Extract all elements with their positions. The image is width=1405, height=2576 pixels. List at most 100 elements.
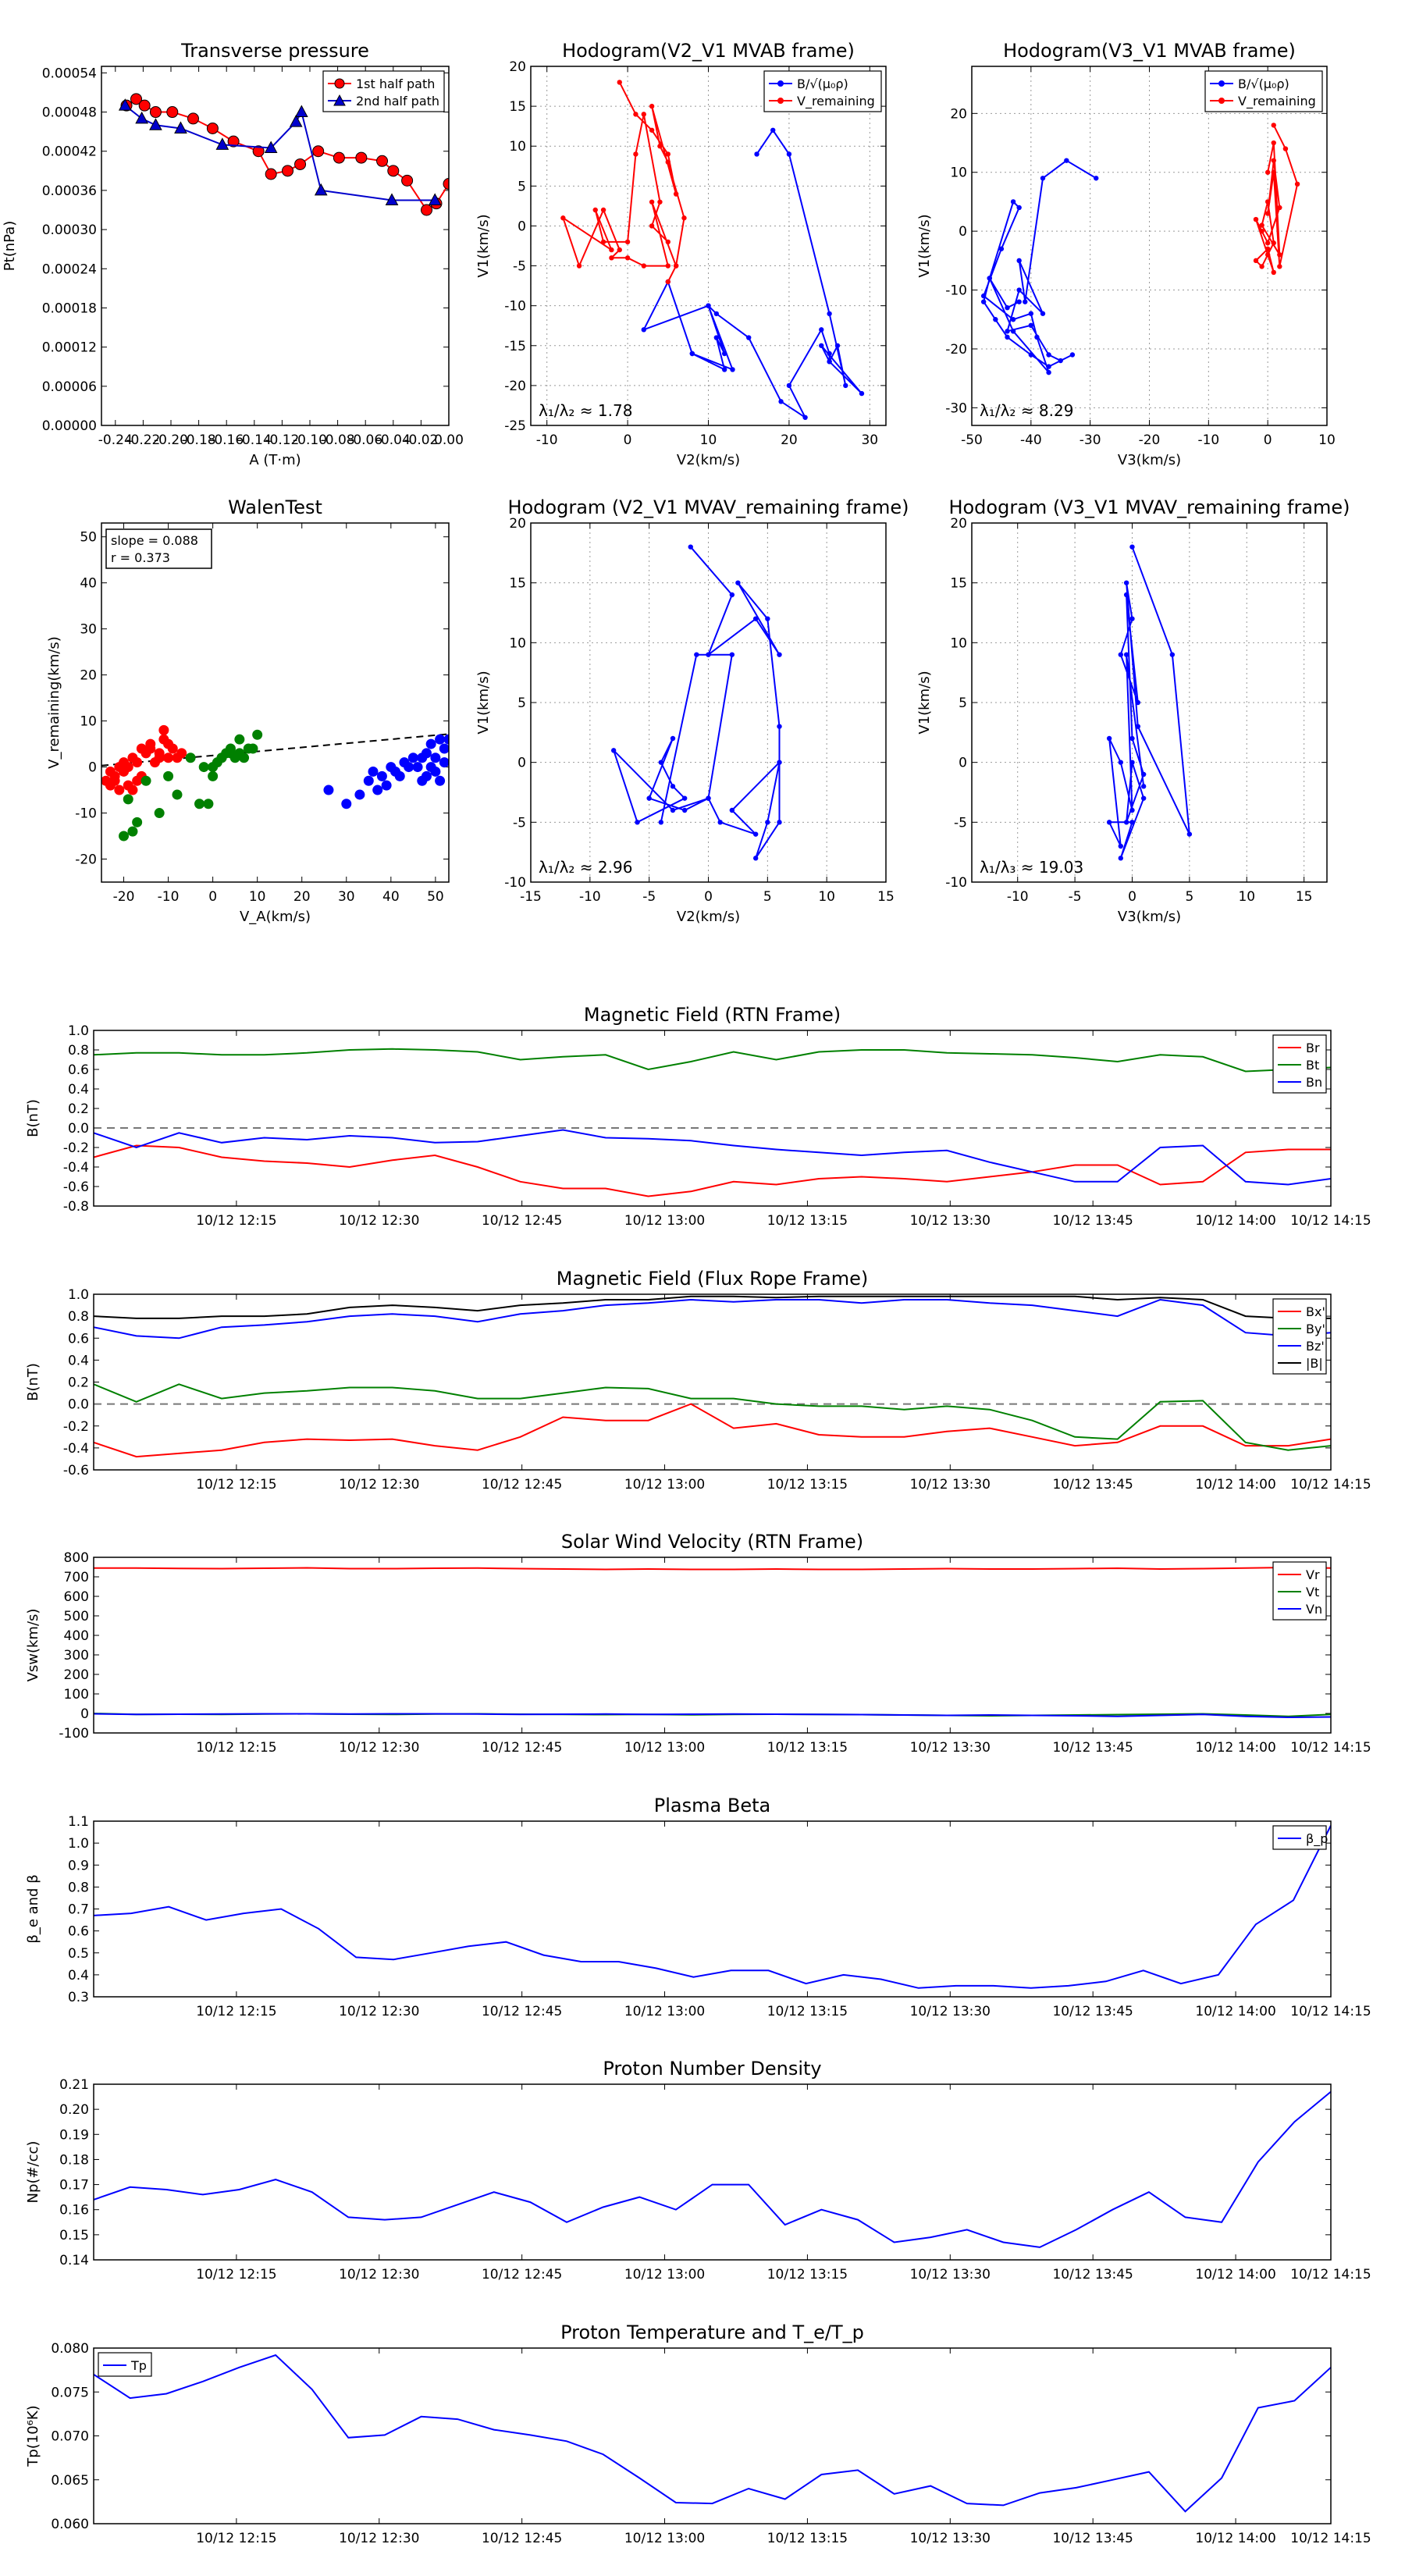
- data-point: [1040, 311, 1046, 316]
- y-tick-label: 0.18: [59, 2152, 89, 2168]
- data-point: [118, 98, 132, 111]
- data-point: [646, 795, 652, 801]
- data-point: [1005, 329, 1010, 334]
- data-point: [163, 770, 174, 781]
- data-point: [1129, 807, 1135, 813]
- data-point: [1028, 311, 1034, 316]
- x-tick-label: 0.00: [434, 432, 464, 448]
- y-tick-label: 0.2: [68, 1375, 89, 1391]
- data-point: [993, 317, 998, 322]
- chart-title: Proton Temperature and T_e/T_p: [560, 2322, 864, 2343]
- data-point: [239, 753, 250, 763]
- y-tick-label: 1.0: [68, 1836, 89, 1852]
- data-point: [176, 748, 187, 759]
- legend-label: 1st half path: [356, 76, 435, 91]
- series-line: [94, 1825, 1331, 1989]
- chart-title: Solar Wind Velocity (RTN Frame): [561, 1531, 863, 1553]
- y-tick-label: 0.8: [68, 1043, 89, 1059]
- data-point: [827, 359, 832, 365]
- data-point: [140, 775, 151, 786]
- data-point: [752, 856, 759, 861]
- y-tick-label: -10: [504, 299, 526, 315]
- y-tick-label: -100: [59, 1726, 89, 1742]
- data-point: [198, 762, 209, 773]
- data-point: [786, 151, 792, 157]
- y-axis-label: β_e and β: [25, 1874, 41, 1943]
- series-2nd-half-path: [118, 98, 442, 205]
- x-tick-label: 10/12 13:00: [624, 2531, 705, 2546]
- x-tick-label: 0: [1128, 889, 1136, 905]
- data-point: [827, 350, 832, 357]
- data-point: [777, 652, 782, 657]
- data-point: [264, 141, 278, 154]
- x-tick-label: 10/12 13:15: [767, 1213, 848, 1229]
- x-tick-label: -20: [113, 889, 135, 905]
- data-point: [665, 151, 670, 157]
- y-tick-label: 0: [88, 760, 97, 776]
- data-point: [194, 799, 205, 809]
- data-point: [1129, 760, 1135, 765]
- y-tick-label: 0.4: [68, 1968, 89, 1984]
- plot-area: [94, 1825, 1331, 1989]
- data-point: [1069, 352, 1076, 358]
- y-tick-label: 0.00000: [42, 418, 97, 434]
- data-point: [665, 263, 670, 269]
- data-point: [770, 127, 776, 133]
- x-tick-label: 10/12 13:45: [1052, 2531, 1133, 2546]
- data-point: [127, 826, 138, 837]
- x-axis-label: A (T·m): [249, 452, 301, 468]
- data-point: [252, 729, 263, 740]
- data-point: [430, 753, 441, 763]
- data-point: [560, 215, 566, 221]
- data-point: [665, 159, 670, 165]
- x-tick-label: -0.18: [182, 432, 216, 448]
- x-tick-label: 10: [1238, 889, 1255, 905]
- data-point: [1271, 123, 1276, 128]
- y-tick-label: 0.00048: [42, 105, 97, 121]
- x-tick-label: 10/12 13:30: [910, 2267, 991, 2282]
- data-point: [633, 112, 638, 117]
- y-tick-label: 5: [959, 696, 967, 711]
- data-point: [1129, 616, 1135, 621]
- y-tick-label: 0.7: [68, 1902, 89, 1918]
- y-tick-label: 5: [518, 179, 526, 194]
- chart-h4: Hodogram (V3_V1 MVAV_remaining frame) -10…: [916, 496, 1350, 925]
- axes-frame: [93, 1030, 1332, 1207]
- x-tick-label: 10: [249, 889, 266, 905]
- data-point: [206, 122, 219, 134]
- x-tick-label: -50: [961, 432, 983, 448]
- series-line: [94, 1713, 1331, 1719]
- data-point: [123, 780, 133, 791]
- data-point: [689, 350, 695, 357]
- series-data: [1106, 544, 1193, 861]
- legend-label: Bx': [1306, 1304, 1325, 1319]
- data-point: [670, 807, 676, 813]
- data-point: [435, 734, 446, 745]
- y-tick-label: 0: [80, 1706, 89, 1722]
- x-tick-label: 10/12 14:15: [1290, 1740, 1371, 1756]
- y-axis-label: B(nT): [25, 1099, 41, 1137]
- x-tick-label: 10/12 13:15: [767, 2267, 848, 2282]
- y-tick-label: -25: [504, 418, 526, 434]
- data-point: [216, 753, 227, 763]
- data-point: [1118, 856, 1124, 861]
- data-point: [1028, 352, 1034, 358]
- x-tick-label: 10/12 12:30: [339, 2267, 419, 2282]
- x-tick-label: 10/12 12:15: [196, 1213, 276, 1229]
- x-tick-label: 10/12 13:45: [1052, 2267, 1133, 2282]
- data-point: [859, 390, 865, 397]
- x-tick-label: 10/12 12:45: [482, 1213, 562, 1229]
- data-point: [681, 807, 688, 813]
- y-tick-label: 0.6: [68, 1924, 89, 1940]
- chart-title: Magnetic Field (RTN Frame): [584, 1004, 841, 1026]
- data-point: [138, 99, 151, 112]
- x-tick-label: 30: [861, 432, 878, 448]
- data-point: [1118, 760, 1124, 765]
- y-tick-label: -20: [75, 852, 97, 868]
- series-1st-half-path: [120, 93, 449, 216]
- series-bz-: [94, 1298, 1331, 1340]
- legend: B/√(μ₀ρ) V_remaining: [1204, 70, 1323, 112]
- x-tick-label: 10/12 13:00: [624, 1213, 705, 1229]
- x-tick-label: -0.10: [293, 432, 327, 448]
- data-point: [819, 343, 824, 348]
